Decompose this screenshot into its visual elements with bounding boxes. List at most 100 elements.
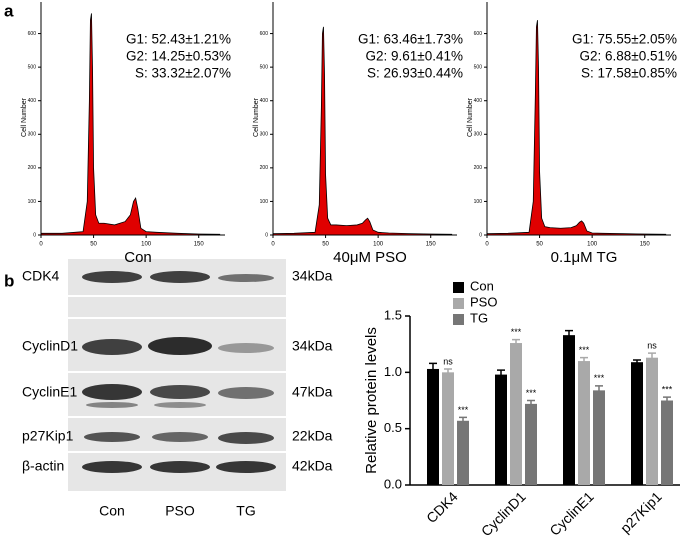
legend-label: PSO <box>470 294 497 309</box>
legend-swatch <box>453 314 464 325</box>
x-tick-label: 0 <box>271 242 275 248</box>
lane-label: Con <box>99 503 125 519</box>
y-tick-label: 500 <box>28 64 37 70</box>
x-tick-label: 150 <box>194 242 205 248</box>
protein-label: CyclinD1 <box>22 338 78 354</box>
phase-stat: G2: 6.88±0.51% <box>580 49 677 64</box>
molecular-weight: 34kDa <box>292 338 333 354</box>
bar <box>646 357 658 485</box>
x-tick-label: CyclinE1 <box>546 488 597 539</box>
error-bar <box>429 362 437 375</box>
error-bar <box>444 368 452 376</box>
bar <box>593 390 605 485</box>
y-tick-label: 1.0 <box>384 364 402 379</box>
significance-label: *** <box>662 384 673 394</box>
error-bar <box>512 338 520 347</box>
error-bar <box>527 399 535 408</box>
protein-label: CDK4 <box>22 268 60 284</box>
molecular-weight: 42kDa <box>292 458 333 474</box>
y-tick-label: 600 <box>474 31 483 37</box>
error-bar <box>565 329 573 340</box>
y-tick-label: 600 <box>28 31 37 37</box>
x-axis-title: 40μM PSO <box>333 249 407 266</box>
y-tick-label: 200 <box>260 165 269 171</box>
x-axis-title: 0.1μM TG <box>551 249 618 266</box>
y-tick-label: 400 <box>260 98 269 104</box>
y-tick-label: 100 <box>474 199 483 205</box>
significance-label: ns <box>647 341 657 351</box>
bar <box>563 335 575 485</box>
blot-image <box>68 259 286 491</box>
error-bar <box>633 359 641 365</box>
phase-stat: S: 33.32±2.07% <box>135 66 231 81</box>
y-tick-label: 400 <box>28 98 37 104</box>
x-tick-label: 100 <box>141 242 152 248</box>
x-tick-label: 150 <box>426 242 437 248</box>
histogram-area <box>40 13 221 236</box>
legend-swatch <box>453 298 464 309</box>
legend-swatch <box>453 282 464 293</box>
phase-stat: G1: 52.43±1.21% <box>126 32 231 47</box>
protein-label: CyclinE1 <box>22 384 77 400</box>
y-tick-label: 0 <box>33 232 36 238</box>
y-tick-label: 100 <box>28 199 37 205</box>
lane-label: TG <box>236 503 255 519</box>
significance-label: *** <box>458 405 469 415</box>
molecular-weight: 34kDa <box>292 268 333 284</box>
error-bar <box>459 416 467 425</box>
significance-label: *** <box>511 327 522 337</box>
bar <box>525 403 537 485</box>
y-tick-label: 500 <box>260 64 269 70</box>
panel-label: b <box>4 271 14 290</box>
legend-label: TG <box>470 310 488 325</box>
bar <box>631 362 643 485</box>
bar <box>457 420 469 485</box>
significance-label: *** <box>526 388 537 398</box>
x-tick-label: CyclinD1 <box>478 488 529 539</box>
bar <box>442 372 454 485</box>
y-axis-title: Relative protein levels <box>363 327 380 474</box>
x-tick-label: 50 <box>322 242 329 248</box>
protein-label: β-actin <box>22 458 64 474</box>
y-tick-label: 300 <box>474 132 483 138</box>
lane-label: PSO <box>165 503 195 519</box>
histogram-area <box>486 20 667 236</box>
y-axis-title: Cell Number <box>253 97 260 137</box>
bar <box>427 368 439 485</box>
bar <box>495 374 507 485</box>
x-tick-label: 0 <box>485 242 489 248</box>
x-tick-label: CDK4 <box>423 488 461 526</box>
x-tick-label: 50 <box>536 242 543 248</box>
x-tick-label: 150 <box>640 242 651 248</box>
bar <box>661 400 673 485</box>
phase-stat: G2: 9.61±0.41% <box>366 49 463 64</box>
y-tick-label: 300 <box>260 132 269 138</box>
phase-stat: G1: 75.55±2.05% <box>572 32 677 47</box>
y-tick-label: 100 <box>260 199 269 205</box>
y-tick-label: 200 <box>28 165 37 171</box>
y-tick-label: 0.0 <box>384 476 402 491</box>
y-tick-label: 0.5 <box>384 420 402 435</box>
error-bar <box>497 369 505 380</box>
y-tick-label: 200 <box>474 165 483 171</box>
error-bar <box>595 385 603 395</box>
y-axis-title: Cell Number <box>467 97 474 137</box>
y-tick-label: 1.5 <box>384 307 402 322</box>
bar <box>578 361 590 485</box>
histogram-area <box>272 26 453 236</box>
y-axis-title: Cell Number <box>21 97 28 137</box>
x-tick-label: 50 <box>90 242 97 248</box>
error-bar <box>663 396 671 404</box>
y-tick-label: 0 <box>479 232 482 238</box>
protein-label: p27Kip1 <box>22 428 74 444</box>
x-axis-title: Con <box>124 249 152 266</box>
y-tick-label: 300 <box>28 132 37 138</box>
significance-label: *** <box>594 373 605 383</box>
bar <box>510 343 522 485</box>
x-tick-label: 100 <box>587 242 598 248</box>
significance-label: *** <box>579 345 590 355</box>
phase-stat: G1: 63.46±1.73% <box>358 32 463 47</box>
y-tick-label: 500 <box>474 64 483 70</box>
molecular-weight: 22kDa <box>292 428 333 444</box>
